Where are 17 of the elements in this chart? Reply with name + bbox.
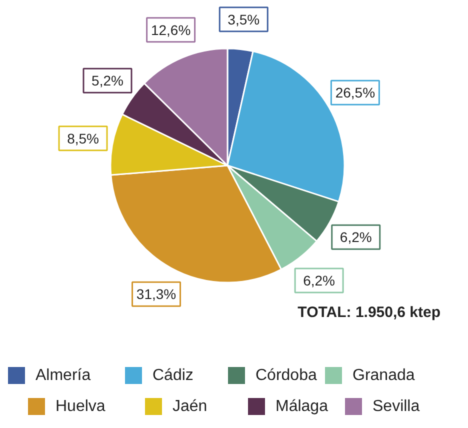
legend-label: Málaga	[276, 398, 328, 415]
text: TOTAL: 1.950,6 ktep	[298, 304, 441, 321]
data-label: 31,3%	[136, 286, 176, 302]
legend-label: Huelva	[56, 398, 106, 415]
data-label: 26,5%	[335, 84, 376, 101]
legend-label: Almería	[36, 367, 91, 384]
legend-label: Granada	[352, 367, 415, 384]
data-label: 8,5%	[67, 130, 99, 146]
data-label: 12,6%	[150, 22, 191, 38]
legend-label: Cádiz	[152, 367, 194, 384]
data-label: 5,2%	[92, 72, 124, 89]
legend-label: Sevilla	[372, 398, 420, 415]
legend-label: Córdoba	[256, 367, 317, 384]
data-label: 6,2%	[303, 272, 336, 289]
legend-label: Jaén	[172, 398, 208, 415]
data-label: 6,2%	[340, 229, 372, 246]
data-label: 3,5%	[228, 11, 260, 28]
